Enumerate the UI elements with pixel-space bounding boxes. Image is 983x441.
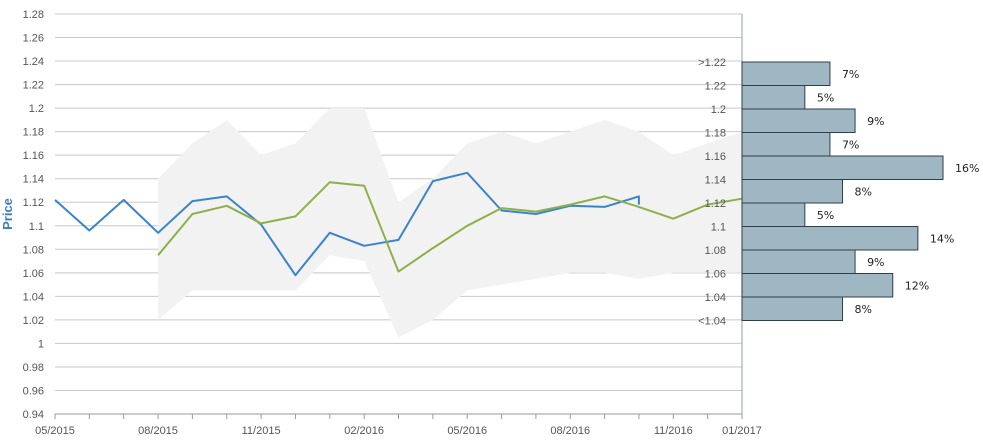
- y-tick-label: 1.18: [23, 127, 44, 139]
- x-tick-label: 11/2016: [654, 425, 693, 437]
- y-tick-label: 1.28: [23, 9, 44, 21]
- histogram-bar-label: 7%: [842, 68, 859, 81]
- histogram-bar: [741, 296, 843, 321]
- y-tick-label: 1.02: [23, 315, 44, 327]
- histogram-bin-label: 1.12: [705, 198, 726, 210]
- y-tick-label: 1.2: [29, 103, 44, 115]
- x-tick-label: 08/2015: [138, 425, 178, 437]
- y-tick-label: 1.24: [23, 56, 44, 68]
- y-tick-label: 1.06: [23, 268, 44, 280]
- histogram-bin-label: 1.08: [705, 245, 726, 257]
- y-tick-label: 1.12: [23, 197, 44, 209]
- histogram-bar: [741, 179, 843, 204]
- series-line-2: [157, 181, 743, 273]
- histogram-bar: [741, 61, 831, 86]
- y-tick-label: 1.04: [23, 291, 44, 303]
- y-tick-label: 1: [38, 338, 44, 350]
- histogram-bar-label: 16%: [955, 162, 979, 175]
- histogram-bin-label: 1.04: [705, 292, 726, 304]
- histogram-bin-label: 1.22: [705, 81, 726, 93]
- x-tick-label: 02/2016: [344, 425, 384, 437]
- y-tick-label: 1.08: [23, 244, 44, 256]
- histogram-bar: [741, 155, 944, 180]
- y-tick-label: 0.94: [23, 409, 44, 421]
- histogram-bar: [741, 249, 856, 274]
- histogram-bar: [741, 132, 831, 157]
- histogram-bar: [741, 226, 919, 251]
- histogram-bin-label: 1.16: [705, 151, 726, 163]
- x-tick-label: 05/2016: [447, 425, 487, 437]
- histogram-bar-label: 9%: [867, 256, 884, 269]
- x-tick-label: 11/2015: [242, 425, 281, 437]
- y-tick-label: 1.26: [23, 33, 44, 45]
- histogram-bar-label: 12%: [905, 279, 929, 292]
- x-tick-label: 05/2015: [35, 425, 75, 437]
- histogram-bar-label: 5%: [817, 91, 834, 104]
- histogram-bin-label: 1.1: [711, 222, 726, 234]
- histogram-bar-label: 8%: [855, 185, 872, 198]
- y-axis-label: Price: [0, 198, 15, 230]
- x-tick-label: 01/2017: [722, 425, 762, 437]
- histogram-bin-label: 1.14: [705, 175, 726, 187]
- histogram-bin-label: 1.2: [711, 104, 726, 116]
- y-tick-label: 1.14: [23, 174, 44, 186]
- series-line-1: [54, 171, 640, 277]
- histogram-bar-label: 14%: [930, 232, 954, 245]
- histogram-bin-label: 1.06: [705, 269, 726, 281]
- histogram-bin-label: <1.04: [698, 316, 726, 328]
- histogram-bar: [741, 202, 806, 227]
- histogram-bin-label: >1.22: [698, 57, 726, 69]
- x-tick-label: 08/2016: [550, 425, 590, 437]
- y-tick-label: 1.16: [23, 150, 44, 162]
- y-tick-label: 1.22: [23, 80, 44, 92]
- histogram-bar-label: 9%: [867, 115, 884, 128]
- histogram-bar-label: 7%: [842, 138, 859, 151]
- y-tick-label: 0.96: [23, 385, 44, 397]
- histogram-bar: [741, 108, 856, 133]
- histogram-bar: [741, 273, 894, 298]
- y-tick-label: 0.98: [23, 362, 44, 374]
- forecast-range-band: [158, 108, 743, 338]
- y-tick-label: 1.1: [29, 221, 44, 233]
- histogram-bar-label: 5%: [817, 209, 834, 222]
- histogram-bar-label: 8%: [855, 303, 872, 316]
- histogram-bar: [741, 85, 806, 110]
- histogram-bin-label: 1.18: [705, 128, 726, 140]
